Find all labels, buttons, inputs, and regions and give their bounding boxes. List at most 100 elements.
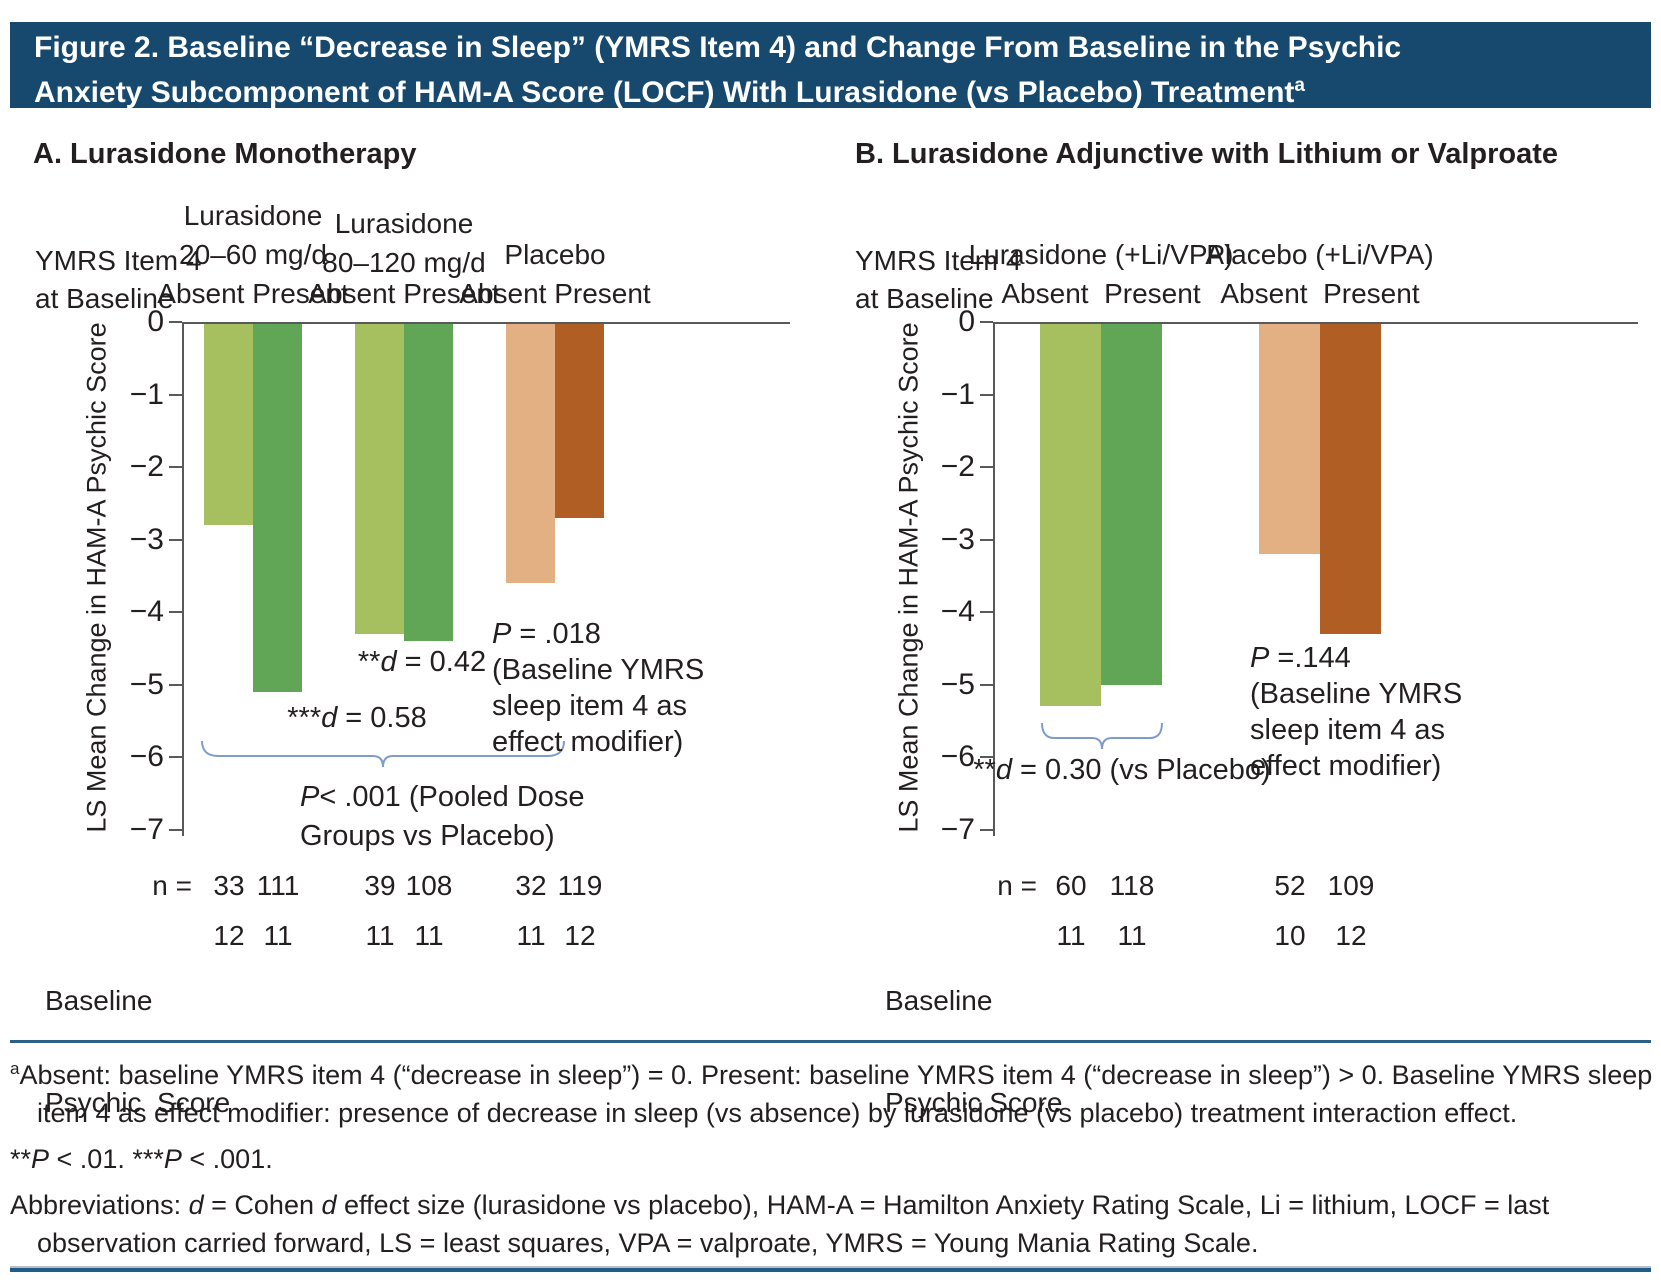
y-axis-tick xyxy=(169,539,182,541)
n-value-lurasidone-80-120-mg-d-present: 108 xyxy=(405,870,453,901)
bracket-lurasidone-vs-placebo xyxy=(1041,722,1163,750)
n-value-placebo-present: 119 xyxy=(557,870,603,901)
bar-lurasidone-20-60-mg-d-absent xyxy=(204,324,253,525)
y-axis-tick xyxy=(980,684,993,686)
y-axis-tick-label: −3 xyxy=(129,523,164,556)
baseline-psychic-score-lurasidone-20-60-mg-d-present: 11 xyxy=(263,920,293,951)
group-header-placebo-li-vpa: Placebo (+Li/VPA) Absent Present xyxy=(1180,235,1460,313)
y-axis-tick xyxy=(980,539,993,541)
panel-a-title: A. Lurasidone Monotherapy xyxy=(33,138,417,170)
group-header-lurasidone-20-60: Lurasidone 20–60 mg/d Absent Present xyxy=(113,196,393,313)
baseline-psychic-score-placebo-li-vpa-absent: 10 xyxy=(1274,920,1306,951)
footnote-divider-rule xyxy=(10,1040,1651,1043)
group-name: Lurasidone xyxy=(183,200,323,231)
y-axis-tick-label: −7 xyxy=(129,813,164,846)
bottom-border-rule xyxy=(10,1266,1651,1272)
n-value-lurasidone-20-60-mg-d-absent: 33 xyxy=(213,870,245,901)
y-axis-tick xyxy=(980,829,993,831)
group-conditions: Absent Present xyxy=(459,278,651,309)
n-value-placebo-li-vpa-absent: 52 xyxy=(1274,870,1306,901)
y-axis-tick-label: 0 xyxy=(958,305,975,338)
y-axis-tick-label: −6 xyxy=(129,740,164,773)
panel-a-lurasidone-monotherapy: A. Lurasidone Monotherapy Lurasidone 20–… xyxy=(0,130,830,1118)
n-value-lurasidone-li-vpa-absent: 60 xyxy=(1055,870,1087,901)
group-dose: 20–60 mg/d xyxy=(179,239,327,270)
effect-size-annotation-80-120: **d = 0.42 xyxy=(357,646,487,678)
group-name: Placebo (+Li/VPA) xyxy=(1206,239,1434,270)
bar-placebo-present xyxy=(555,324,604,518)
effect-size-annotation: **d = 0.30 (vs Placebo) xyxy=(973,754,1271,786)
n-row-label: n = xyxy=(152,870,192,901)
group-conditions: Absent Present xyxy=(308,278,500,309)
y-axis-tick-label: −6 xyxy=(940,740,975,773)
y-axis-line xyxy=(993,322,995,836)
group-name: Placebo xyxy=(504,239,606,270)
y-axis-tick-label: −1 xyxy=(129,378,164,411)
y-axis-line xyxy=(182,322,184,836)
group-header-lurasidone-li-vpa: Lurasidone (+Li/VPA) Absent Present xyxy=(961,235,1241,313)
footnotes-block: aAbsent: baseline YMRS item 4 (“decrease… xyxy=(10,1050,1655,1262)
y-axis-tick-label: −2 xyxy=(129,450,164,483)
bar-placebo-absent xyxy=(506,324,555,583)
n-value-placebo-li-vpa-present: 109 xyxy=(1327,870,1375,901)
y-axis-tick xyxy=(169,394,182,396)
figure-title-bar: Figure 2. Baseline “Decrease in Sleep” (… xyxy=(10,22,1651,109)
pooled-p-value-annotation: P< .001 (Pooled Dose Groups vs Placebo) xyxy=(300,781,585,852)
y-axis-tick-label: −4 xyxy=(129,595,164,628)
effect-size-annotation-pooled: ***d = 0.58 xyxy=(287,702,427,734)
group-dose: 80–120 mg/d xyxy=(322,247,486,278)
group-header-placebo: Placebo Absent Present xyxy=(415,235,695,313)
baseline-psychic-score-lurasidone-li-vpa-absent: 11 xyxy=(1056,920,1086,951)
bar-placebo-li-vpa-absent xyxy=(1259,324,1320,554)
figure-title-line2: Anxiety Subcomponent of HAM-A Score (LOC… xyxy=(34,75,1305,109)
n-value-lurasidone-80-120-mg-d-absent: 39 xyxy=(364,870,396,901)
y-axis-tick-label: −5 xyxy=(129,668,164,701)
y-axis-tick xyxy=(980,611,993,613)
panel-b-lurasidone-adjunctive: B. Lurasidone Adjunctive with Lithium or… xyxy=(830,130,1661,1118)
bar-lurasidone-li-vpa-absent xyxy=(1040,324,1101,706)
group-header-lurasidone-80-120: Lurasidone 80–120 mg/d Absent Present xyxy=(264,204,544,313)
y-axis-tick xyxy=(980,756,993,758)
footnote-definition: aAbsent: baseline YMRS item 4 (“decrease… xyxy=(10,1059,1653,1128)
bar-lurasidone-80-120-mg-d-present xyxy=(404,324,453,641)
y-axis-tick-label: 0 xyxy=(147,305,164,338)
baseline-psychic-score-lurasidone-80-120-mg-d-absent: 11 xyxy=(365,920,395,951)
y-axis-tick xyxy=(169,684,182,686)
modifier-p-value-annotation: P = .018 (Baseline YMRS sleep item 4 as … xyxy=(492,618,705,758)
y-axis-tick xyxy=(169,756,182,758)
baseline-psychic-score-row-label: Baseline Psychic Score xyxy=(885,985,1063,1118)
baseline-psychic-score-lurasidone-80-120-mg-d-present: 11 xyxy=(414,920,444,951)
baseline-psychic-score-lurasidone-li-vpa-present: 11 xyxy=(1117,920,1147,951)
y-axis-tick-label: −7 xyxy=(940,813,975,846)
baseline-psychic-score-placebo-present: 12 xyxy=(564,920,596,951)
modifier-p-value-annotation: P =.144 (Baseline YMRS sleep item 4 as e… xyxy=(1250,642,1463,782)
ymrs-item4-row-label: YMRS Item 4 at Baseline xyxy=(855,245,1022,314)
footnote-abbreviations: Abbreviations: d = Cohen d effect size (… xyxy=(10,1190,1550,1258)
baseline-psychic-score-placebo-absent: 11 xyxy=(516,920,546,951)
y-axis-tick xyxy=(980,394,993,396)
y-axis-tick xyxy=(169,466,182,468)
y-axis-tick-label: −3 xyxy=(940,523,975,556)
group-conditions: Absent Present xyxy=(1001,278,1201,309)
footnote-significance: **P < .01. ***P < .001. xyxy=(10,1144,273,1174)
y-axis-tick-label: −2 xyxy=(940,450,975,483)
y-axis-tick xyxy=(980,321,993,323)
y-axis-tick xyxy=(169,611,182,613)
group-name: Lurasidone xyxy=(334,208,474,239)
zero-baseline xyxy=(182,322,790,324)
y-axis-tick-label: −1 xyxy=(940,378,975,411)
n-value-placebo-absent: 32 xyxy=(515,870,547,901)
baseline-psychic-score-row-label: Baseline Psychic Score xyxy=(45,985,231,1118)
figure-title-line1: Figure 2. Baseline “Decrease in Sleep” (… xyxy=(34,31,1402,64)
baseline-psychic-score-placebo-li-vpa-present: 12 xyxy=(1335,920,1367,951)
zero-baseline xyxy=(993,322,1638,324)
y-axis-tick xyxy=(980,466,993,468)
group-conditions: Absent Present xyxy=(1220,278,1420,309)
group-name: Lurasidone (+Li/VPA) xyxy=(968,239,1234,270)
ymrs-item4-row-label: YMRS Item 4 at Baseline xyxy=(35,245,202,314)
bracket-pooled-dose-groups xyxy=(201,740,565,768)
title-footnote-marker: a xyxy=(1294,75,1305,96)
bar-lurasidone-li-vpa-present xyxy=(1101,324,1162,685)
panel-b-title: B. Lurasidone Adjunctive with Lithium or… xyxy=(855,138,1559,170)
